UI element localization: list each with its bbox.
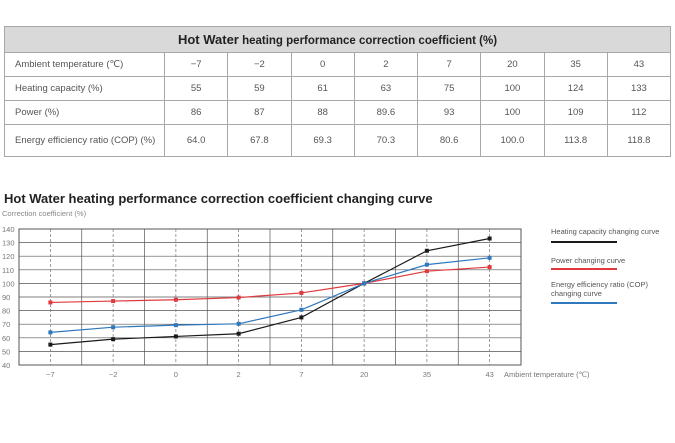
table-cell: 69.3 [290, 124, 355, 157]
table-cell: 100.0 [480, 124, 545, 157]
y-tick-label: 80 [2, 307, 10, 316]
data-point [236, 295, 241, 300]
y-tick-label: 50 [2, 347, 10, 356]
x-tick-label: 20 [360, 370, 368, 379]
data-point [299, 290, 304, 295]
legend-label-cop: Energy efficiency ratio (COP) changing c… [551, 280, 648, 298]
data-point [487, 255, 492, 260]
data-point [424, 248, 429, 253]
legend-label-heating: Heating capacity changing curve [551, 227, 660, 236]
table-cell: −2 [227, 52, 292, 77]
data-point [173, 297, 178, 302]
table-cell: 109 [543, 100, 608, 125]
data-point [299, 307, 304, 312]
x-tick-label: 0 [174, 370, 178, 379]
x-tick-label: 2 [237, 370, 241, 379]
table-row: Energy efficiency ratio (COP) (%) 64.0 6… [4, 124, 672, 157]
y-tick-label: 70 [2, 320, 10, 329]
table-title-rest: heating performance correction coefficie… [242, 35, 498, 47]
data-point [173, 323, 178, 328]
row-label: Energy efficiency ratio (COP) (%) [4, 124, 165, 157]
legend-line-heating [551, 241, 617, 243]
series-line-0 [50, 237, 490, 346]
table-cell: 67.8 [227, 124, 292, 157]
table-row: Heating capacity (%) 55 59 61 63 75 100 … [4, 76, 672, 101]
data-point [487, 236, 492, 241]
table-title: Hot Water heating performance correction… [4, 26, 671, 53]
table-cell: 124 [543, 76, 608, 101]
table-cell: 35 [543, 52, 608, 77]
data-point [299, 315, 304, 320]
y-tick-label: 100 [2, 279, 15, 288]
data-point [111, 337, 116, 342]
y-tick-label: 140 [2, 225, 15, 234]
data-point [111, 299, 116, 304]
x-tick-label: −7 [46, 370, 55, 379]
y-tick-label: 40 [2, 361, 10, 370]
data-point [48, 342, 53, 347]
x-axis-label: Ambient temperature (℃) [504, 370, 590, 379]
table-cell: 100 [480, 76, 545, 101]
data-point [487, 265, 492, 270]
y-tick-label: 90 [2, 293, 10, 302]
data-point [424, 269, 429, 274]
table-cell: 113.8 [543, 124, 608, 157]
table-row: Ambient temperature (℃) −7 −2 0 2 7 20 3… [4, 52, 672, 77]
x-tick-label: 7 [299, 370, 303, 379]
table-cell: 0 [290, 52, 355, 77]
data-point [236, 331, 241, 336]
table-cell: 43 [606, 52, 672, 77]
table-cell: 118.8 [606, 124, 672, 157]
data-point [48, 330, 53, 335]
performance-table: Hot Water heating performance correction… [4, 26, 672, 157]
x-tick-label: 35 [423, 370, 431, 379]
table-cell: 55 [163, 76, 229, 101]
table-cell: 61 [290, 76, 355, 101]
data-point [48, 300, 53, 305]
data-point [362, 281, 367, 286]
legend-label-power: Power changing curve [551, 256, 626, 265]
table-cell: 59 [227, 76, 292, 101]
table-cell: 89.6 [353, 100, 419, 125]
data-point [111, 325, 116, 330]
table-title-row: Hot Water heating performance correction… [4, 26, 671, 53]
y-axis-label: Correction coefficient (%) [2, 209, 87, 218]
legend-line-power [551, 268, 617, 270]
table-row: Power (%) 86 87 88 89.6 93 100 109 112 [4, 100, 672, 125]
data-point [424, 262, 429, 267]
data-point [173, 334, 178, 339]
y-tick-label: 130 [2, 239, 15, 248]
y-tick-label: 120 [2, 252, 15, 261]
chart-title: Hot Water heating performance correction… [4, 191, 433, 206]
series-line-2 [50, 257, 490, 333]
y-tick-label: 110 [2, 266, 14, 275]
table-cell: 70.3 [353, 124, 419, 157]
legend-line-cop [551, 302, 617, 304]
y-tick-label: 60 [2, 334, 10, 343]
x-tick-label: −2 [109, 370, 118, 379]
data-point [236, 321, 241, 326]
series-line-1 [50, 266, 490, 304]
x-tick-label: 43 [485, 370, 493, 379]
table-cell: 80.6 [416, 124, 482, 157]
table-title-bold: Hot Water [177, 32, 239, 47]
